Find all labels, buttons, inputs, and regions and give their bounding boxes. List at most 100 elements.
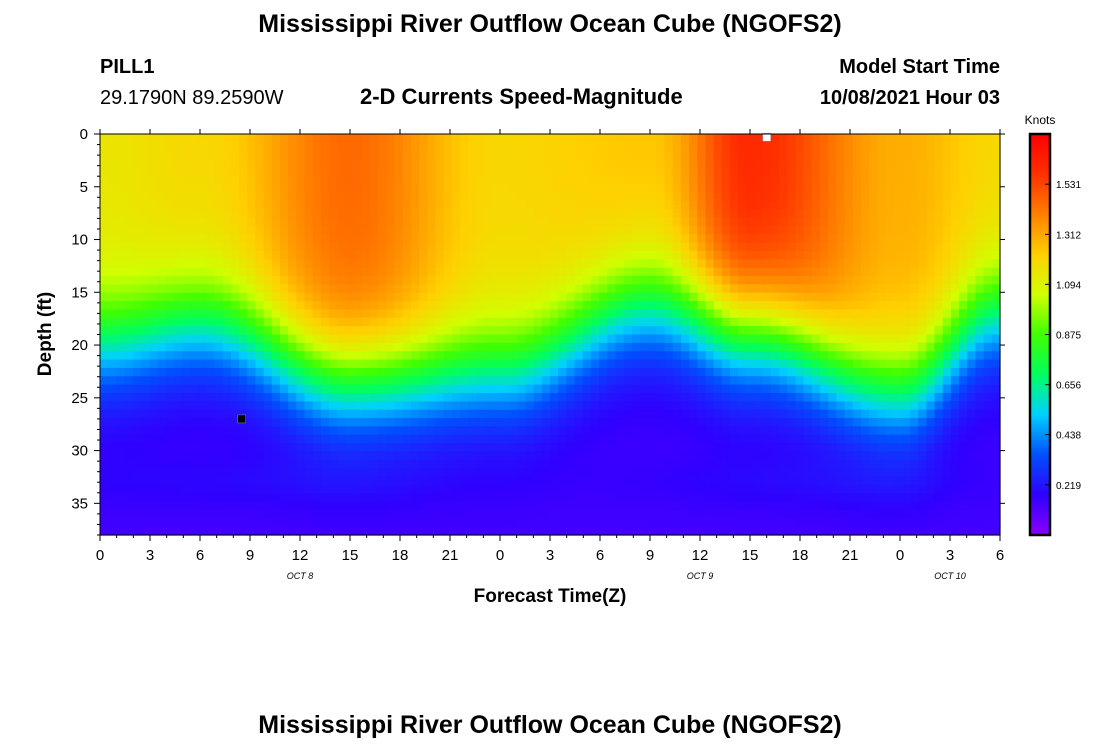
heatmap-cell <box>541 284 551 294</box>
heatmap-cell <box>500 234 510 244</box>
heatmap-cell <box>517 459 527 469</box>
heatmap-cell <box>590 142 600 152</box>
heatmap-cell <box>705 150 715 160</box>
heatmap-cell <box>370 134 379 143</box>
heatmap-cell <box>623 334 633 344</box>
heatmap-cell <box>222 301 232 311</box>
heatmap-cell <box>656 376 666 386</box>
heatmap-cell <box>361 142 371 152</box>
heatmap-cell <box>190 259 199 269</box>
heatmap-cell <box>100 367 109 377</box>
heatmap-cell <box>599 167 608 177</box>
heatmap-cell <box>443 342 453 352</box>
heatmap-cell <box>451 142 461 152</box>
heatmap-cell <box>893 259 903 269</box>
heatmap-cell <box>885 326 895 336</box>
heatmap-cell <box>296 434 306 444</box>
heatmap-cell <box>460 184 469 194</box>
heatmap-cell <box>476 250 486 260</box>
heatmap-cell <box>378 309 387 319</box>
heatmap-cell <box>836 184 846 194</box>
heatmap-cell <box>689 384 698 394</box>
heatmap-cell <box>648 392 657 402</box>
heatmap-cell <box>599 493 608 503</box>
heatmap-cell <box>615 225 625 235</box>
heatmap-cell <box>770 334 780 344</box>
heatmap-cell <box>100 142 109 152</box>
heatmap-cell <box>353 259 363 269</box>
heatmap-cell <box>869 267 878 277</box>
heatmap-cell <box>828 334 837 344</box>
heatmap-cell <box>247 317 257 327</box>
heatmap-cell <box>558 134 567 143</box>
heatmap-cell <box>173 292 183 302</box>
heatmap-cell <box>926 326 936 336</box>
heatmap-cell <box>255 443 265 453</box>
heatmap-cell <box>181 501 191 511</box>
heatmap-cell <box>820 217 829 227</box>
heatmap-cell <box>607 301 617 311</box>
heatmap-cell <box>451 276 461 285</box>
heatmap-cell <box>852 309 862 319</box>
heatmap-cell <box>738 175 747 185</box>
heatmap-cell <box>672 426 682 436</box>
heatmap-cell <box>280 134 289 143</box>
heatmap-cell <box>198 250 207 260</box>
heatmap-cell <box>877 359 887 369</box>
heatmap-cell <box>312 225 322 235</box>
heatmap-cell <box>689 217 698 227</box>
heatmap-cell <box>492 342 502 352</box>
heatmap-cell <box>435 284 445 294</box>
heatmap-cell <box>410 209 420 219</box>
heatmap-cell <box>108 434 117 444</box>
heatmap-cell <box>901 468 911 478</box>
heatmap-cell <box>296 392 306 402</box>
heatmap-cell <box>370 200 379 210</box>
heatmap-cell <box>419 493 428 503</box>
heatmap-cell <box>280 242 289 252</box>
heatmap-cell <box>762 334 772 344</box>
heatmap-cell <box>247 225 257 235</box>
heatmap-cell <box>934 459 944 469</box>
heatmap-cell <box>852 468 862 478</box>
heatmap-cell <box>157 468 167 478</box>
heatmap-cell <box>263 451 273 461</box>
heatmap-cell <box>394 526 404 536</box>
heatmap-cell <box>329 443 338 453</box>
heatmap-cell <box>329 192 338 202</box>
heatmap-cell <box>157 142 167 152</box>
heatmap-cell <box>427 468 437 478</box>
heatmap-cell <box>320 376 330 386</box>
heatmap-cell <box>640 317 649 327</box>
heatmap-cell <box>116 259 126 269</box>
heatmap-cell <box>149 359 158 369</box>
heatmap-cell <box>271 376 281 386</box>
heatmap-cell <box>705 434 715 444</box>
heatmap-cell <box>190 493 199 503</box>
heatmap-cell <box>631 367 641 377</box>
heatmap-cell <box>157 192 167 202</box>
heatmap-cell <box>746 292 756 302</box>
heatmap-cell <box>427 342 437 352</box>
heatmap-cell <box>623 484 633 494</box>
heatmap-cell <box>329 159 338 169</box>
heatmap-cell <box>566 225 576 235</box>
heatmap-cell <box>149 200 158 210</box>
heatmap-cell <box>697 209 707 219</box>
heatmap-cell <box>345 192 355 202</box>
heatmap-cell <box>271 200 281 210</box>
heatmap-cell <box>656 451 666 461</box>
heatmap-cell <box>312 476 322 486</box>
heatmap-cell <box>615 526 625 536</box>
heatmap-cell <box>795 509 805 519</box>
heatmap-cell <box>689 250 698 260</box>
heatmap-cell <box>738 443 747 453</box>
heatmap-cell <box>762 267 772 277</box>
heatmap-cell <box>713 526 723 536</box>
heatmap-cell <box>190 468 199 478</box>
heatmap-cell <box>361 225 371 235</box>
model-start-value: 10/08/2021 Hour 03 <box>819 87 1000 109</box>
heatmap-cell <box>648 192 657 202</box>
heatmap-cell <box>607 267 617 277</box>
heatmap-cell <box>574 468 584 478</box>
